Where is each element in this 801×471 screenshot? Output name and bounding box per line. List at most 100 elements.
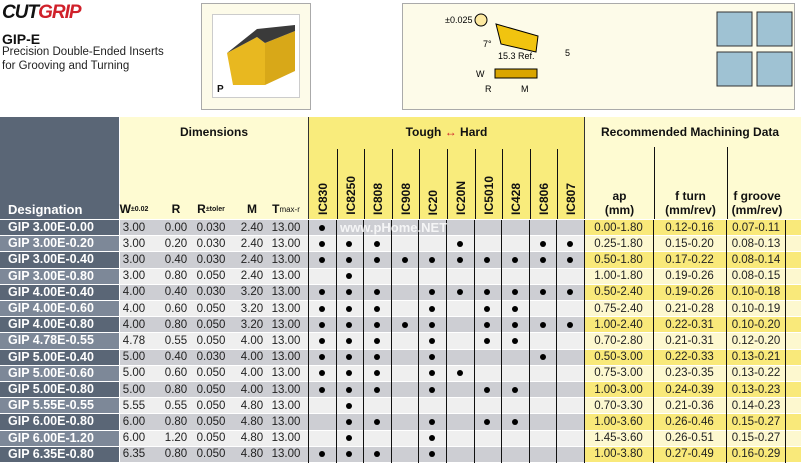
- dimension-value: 13.00: [271, 383, 301, 396]
- grade-availability-cell: [336, 252, 364, 267]
- available-dot-icon: [373, 305, 380, 312]
- available-dot-icon: [346, 402, 353, 409]
- grade-availability-cell: [391, 236, 419, 251]
- available-dot-icon: [539, 289, 546, 296]
- grade-col-header: IC5010: [481, 176, 496, 215]
- grade-availability-cell: [501, 431, 529, 446]
- available-dot-icon: [429, 305, 436, 312]
- dimension-value: 0.050: [196, 383, 226, 396]
- grade-availability-cell: [446, 252, 474, 267]
- table-row: GIP 5.00E-0.80 5.00 0.80 0.050 4.00 13.00 1.0…: [0, 382, 801, 399]
- grade-availability-cell: [474, 398, 502, 413]
- table-row: GIP 4.00E-0.80 4.00 0.80 0.050 3.20 13.00 1.0…: [0, 317, 801, 334]
- grade-availability-cell: [529, 317, 557, 332]
- available-dot-icon: [373, 289, 380, 296]
- grade-availability-cell: [474, 317, 502, 332]
- cutgrip-logo: CUTGRIP: [2, 2, 82, 23]
- dimension-value: 13.00: [271, 415, 301, 428]
- column-divider: [419, 149, 421, 219]
- available-dot-icon: [484, 337, 491, 344]
- dimension-value: 4.00: [240, 383, 264, 396]
- available-dot-icon: [429, 370, 436, 377]
- machining-value: 0.23-0.35: [665, 367, 714, 380]
- grade-availability-cell: [391, 333, 419, 348]
- dimension-value: 3.00: [122, 237, 146, 250]
- grade-availability-cell: [556, 236, 584, 251]
- dimension-value: 3.20: [240, 286, 264, 299]
- machining-value: 0.08-0.15: [731, 270, 781, 283]
- grade-availability-cell: [446, 366, 474, 381]
- grade-availability-cell: [391, 431, 419, 446]
- grade-availability-cell: [474, 220, 502, 235]
- grade-availability-cell: [336, 236, 364, 251]
- grade-availability-cell: [446, 431, 474, 446]
- available-dot-icon: [456, 370, 463, 377]
- grade-availability-cell: [308, 252, 336, 267]
- grade-availability-cell: [336, 414, 364, 429]
- machining-col-header: ap (mm): [604, 189, 635, 217]
- grade-availability-cell: [446, 414, 474, 429]
- machining-value: 1.00-1.80: [594, 270, 643, 283]
- tough-hard-arrow-icon: ↔: [444, 125, 457, 139]
- available-dot-icon: [429, 337, 436, 344]
- dimension-value: 13.00: [271, 334, 301, 347]
- available-dot-icon: [373, 321, 380, 328]
- grade-availability-cell: [501, 414, 529, 429]
- svg-text:7°: 7°: [483, 39, 492, 49]
- available-dot-icon: [429, 321, 436, 328]
- table-row: GIP 3.00E-0.20 3.00 0.20 0.030 2.40 13.00 0.2…: [0, 236, 801, 253]
- grade-availability-cell: [391, 447, 419, 462]
- machining-value: 0.10-0.18: [731, 286, 781, 299]
- grade-availability-cell: [308, 414, 336, 429]
- grade-availability-cell: [308, 431, 336, 446]
- machining-value: 0.19-0.26: [665, 270, 714, 283]
- dimension-value: 0.030: [196, 286, 226, 299]
- table-row: GIP 3.00E-0.80 3.00 0.80 0.050 2.40 13.00 1.0…: [0, 268, 801, 285]
- dimension-value: 0.80: [164, 448, 188, 461]
- grade-availability-cell: [474, 447, 502, 462]
- machining-value: 0.00-1.80: [594, 221, 643, 234]
- grade-availability-cell: [556, 285, 584, 300]
- grades-header: Tough ↔ Hard: [405, 125, 488, 139]
- grade-availability-cell: [529, 398, 557, 413]
- grade-availability-cell: [501, 333, 529, 348]
- grade-availability-cell: [556, 382, 584, 397]
- available-dot-icon: [456, 256, 463, 263]
- available-dot-icon: [484, 256, 491, 263]
- column-divider: [502, 149, 504, 219]
- grade-availability-cell: [474, 366, 502, 381]
- dimension-value: 4.00: [240, 351, 264, 364]
- product-title: GIP-E: [2, 31, 41, 47]
- table-row: GIP 6.00E-0.80 6.00 0.80 0.050 4.80 13.00 1.0…: [0, 414, 801, 431]
- machining-value: 1.45-3.60: [594, 432, 643, 445]
- dim-col-header: M: [247, 202, 257, 216]
- dimension-value: 13.00: [271, 302, 301, 315]
- svg-text:R: R: [485, 84, 492, 94]
- grade-availability-cell: [474, 414, 502, 429]
- grade-availability-cell: [308, 220, 336, 235]
- grade-availability-cell: [336, 317, 364, 332]
- insert-image-box: P: [201, 3, 311, 110]
- grade-availability-cell: [391, 285, 419, 300]
- machining-col-header: f groove (mm/rev): [731, 189, 783, 217]
- grade-availability-cell: [363, 431, 391, 446]
- dimension-value: 2.40: [240, 253, 264, 266]
- grade-col-header: IC806: [536, 182, 551, 215]
- grade-availability-cell: [336, 301, 364, 316]
- column-divider: [529, 149, 531, 219]
- grade-availability-cell: [556, 333, 584, 348]
- machining-value: 0.22-0.33: [665, 351, 714, 364]
- available-dot-icon: [346, 386, 353, 393]
- dimension-value: 4.00: [122, 318, 146, 331]
- grade-availability-cell: [501, 447, 529, 462]
- grade-availability-cell: [446, 398, 474, 413]
- available-dot-icon: [429, 386, 436, 393]
- available-dot-icon: [346, 435, 353, 442]
- column-divider: [447, 149, 448, 219]
- svg-text:W: W: [476, 69, 485, 79]
- grade-availability-cell: [529, 414, 557, 429]
- grade-availability-cell: [308, 236, 336, 251]
- grade-availability-cell: [446, 317, 474, 332]
- dimension-value: 1.20: [164, 432, 188, 445]
